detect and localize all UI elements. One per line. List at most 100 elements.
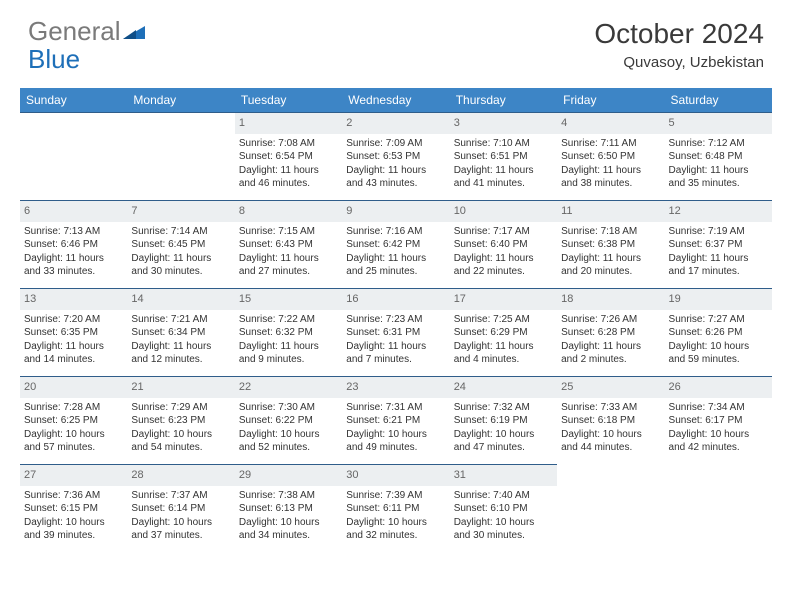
day-cell: 20Sunrise: 7:28 AMSunset: 6:25 PMDayligh…: [20, 376, 127, 464]
daylight-text-2: and 42 minutes.: [669, 441, 768, 455]
sunrise-text: Sunrise: 7:23 AM: [346, 313, 445, 327]
day-number: 26: [665, 376, 772, 398]
day-number: 12: [665, 200, 772, 222]
day-cell: 8Sunrise: 7:15 AMSunset: 6:43 PMDaylight…: [235, 200, 342, 288]
daylight-text-1: Daylight: 10 hours: [561, 428, 660, 442]
sunrise-text: Sunrise: 7:39 AM: [346, 489, 445, 503]
day-cell: 21 Sunrise: 7:29 AMSunset: 6:23 PMDayligh…: [127, 376, 234, 464]
empty-cell: [557, 464, 664, 549]
daylight-text-2: and 14 minutes.: [24, 353, 123, 367]
sunrise-text: Sunrise: 7:34 AM: [669, 401, 768, 415]
calendar-row: 13Sunrise: 7:20 AMSunset: 6:35 PMDayligh…: [20, 288, 772, 376]
weekday-header: Monday: [127, 88, 234, 112]
page-title: October 2024: [594, 18, 764, 50]
sunset-text: Sunset: 6:10 PM: [454, 502, 553, 516]
sunset-text: Sunset: 6:28 PM: [561, 326, 660, 340]
daylight-text-2: and 25 minutes.: [346, 265, 445, 279]
day-number: 7: [127, 200, 234, 222]
sunrise-text: Sunrise: 7:30 AM: [239, 401, 338, 415]
sunrise-text: Sunrise: 7:18 AM: [561, 225, 660, 239]
calendar-head: SundayMondayTuesdayWednesdayThursdayFrid…: [20, 88, 772, 112]
day-number: 21: [127, 376, 234, 398]
sunset-text: Sunset: 6:38 PM: [561, 238, 660, 252]
daylight-text-1: Daylight: 11 hours: [561, 164, 660, 178]
sunrise-text: Sunrise: 7:25 AM: [454, 313, 553, 327]
day-number: 6: [20, 200, 127, 222]
daylight-text-2: and 12 minutes.: [131, 353, 230, 367]
daylight-text-1: Daylight: 11 hours: [131, 252, 230, 266]
sunrise-text: Sunrise: 7:27 AM: [669, 313, 768, 327]
day-number: 22: [235, 376, 342, 398]
daylight-text-2: and 34 minutes.: [239, 529, 338, 543]
sunset-text: Sunset: 6:25 PM: [24, 414, 123, 428]
day-cell: 14Sunrise: 7:21 AMSunset: 6:34 PMDayligh…: [127, 288, 234, 376]
day-number: 19: [665, 288, 772, 310]
day-cell: 22Sunrise: 7:30 AMSunset: 6:22 PMDayligh…: [235, 376, 342, 464]
day-cell: 31Sunrise: 7:40 AMSunset: 6:10 PMDayligh…: [450, 464, 557, 549]
weekday-header: Friday: [557, 88, 664, 112]
empty-cell: [20, 112, 127, 200]
sunset-text: Sunset: 6:46 PM: [24, 238, 123, 252]
sunset-text: Sunset: 6:32 PM: [239, 326, 338, 340]
daylight-text-2: and 7 minutes.: [346, 353, 445, 367]
sunset-text: Sunset: 6:21 PM: [346, 414, 445, 428]
daylight-text-1: Daylight: 10 hours: [239, 428, 338, 442]
day-cell: 9Sunrise: 7:16 AMSunset: 6:42 PMDaylight…: [342, 200, 449, 288]
daylight-text-1: Daylight: 11 hours: [346, 164, 445, 178]
daylight-text-1: Daylight: 11 hours: [239, 164, 338, 178]
sunrise-text: Sunrise: 7:31 AM: [346, 401, 445, 415]
calendar-row: 6Sunrise: 7:13 AMSunset: 6:46 PMDaylight…: [20, 200, 772, 288]
day-cell: 7Sunrise: 7:14 AMSunset: 6:45 PMDaylight…: [127, 200, 234, 288]
daylight-text-1: Daylight: 11 hours: [454, 340, 553, 354]
logo-triangle-icon: [123, 18, 145, 44]
daylight-text-1: Daylight: 11 hours: [346, 252, 445, 266]
sunrise-text: Sunrise: 7:15 AM: [239, 225, 338, 239]
sunrise-text: Sunrise: 7:28 AM: [24, 401, 123, 415]
sunset-text: Sunset: 6:23 PM: [131, 414, 230, 428]
sunrise-text: Sunrise: 7:12 AM: [669, 137, 768, 151]
day-number: 8: [235, 200, 342, 222]
weekday-header: Thursday: [450, 88, 557, 112]
day-cell: 23Sunrise: 7:31 AMSunset: 6:21 PMDayligh…: [342, 376, 449, 464]
daylight-text-2: and 33 minutes.: [24, 265, 123, 279]
day-number: 27: [20, 464, 127, 486]
daylight-text-1: Daylight: 11 hours: [239, 340, 338, 354]
day-cell: 10Sunrise: 7:17 AMSunset: 6:40 PMDayligh…: [450, 200, 557, 288]
day-cell: 15Sunrise: 7:22 AMSunset: 6:32 PMDayligh…: [235, 288, 342, 376]
day-cell: 25Sunrise: 7:33 AMSunset: 6:18 PMDayligh…: [557, 376, 664, 464]
daylight-text-1: Daylight: 11 hours: [131, 340, 230, 354]
logo: GeneralBlue: [28, 18, 145, 72]
weekday-header: Sunday: [20, 88, 127, 112]
calendar-row: 27Sunrise: 7:36 AMSunset: 6:15 PMDayligh…: [20, 464, 772, 549]
sunrise-text: Sunrise: 7:38 AM: [239, 489, 338, 503]
day-cell: 11Sunrise: 7:18 AMSunset: 6:38 PMDayligh…: [557, 200, 664, 288]
daylight-text-2: and 39 minutes.: [24, 529, 123, 543]
sunrise-text: Sunrise: 7:29 AM: [131, 401, 230, 415]
daylight-text-2: and 22 minutes.: [454, 265, 553, 279]
day-number: 4: [557, 112, 664, 134]
sunrise-text: Sunrise: 7:21 AM: [131, 313, 230, 327]
day-number: 18: [557, 288, 664, 310]
day-cell: 1Sunrise: 7:08 AMSunset: 6:54 PMDaylight…: [235, 112, 342, 200]
day-cell: 17Sunrise: 7:25 AMSunset: 6:29 PMDayligh…: [450, 288, 557, 376]
day-cell: 24Sunrise: 7:32 AMSunset: 6:19 PMDayligh…: [450, 376, 557, 464]
daylight-text-2: and 30 minutes.: [131, 265, 230, 279]
day-number: 28: [127, 464, 234, 486]
day-number: 5: [665, 112, 772, 134]
daylight-text-2: and 59 minutes.: [669, 353, 768, 367]
day-number: 23: [342, 376, 449, 398]
sunrise-text: Sunrise: 7:19 AM: [669, 225, 768, 239]
sunrise-text: Sunrise: 7:32 AM: [454, 401, 553, 415]
logo-text-1: General: [28, 16, 121, 46]
daylight-text-1: Daylight: 10 hours: [239, 516, 338, 530]
day-number: 11: [557, 200, 664, 222]
daylight-text-1: Daylight: 10 hours: [454, 516, 553, 530]
header: GeneralBlue October 2024 Quvasoy, Uzbeki…: [0, 0, 792, 78]
day-number: 15: [235, 288, 342, 310]
day-cell: 16Sunrise: 7:23 AMSunset: 6:31 PMDayligh…: [342, 288, 449, 376]
daylight-text-1: Daylight: 11 hours: [239, 252, 338, 266]
daylight-text-1: Daylight: 10 hours: [131, 428, 230, 442]
sunset-text: Sunset: 6:53 PM: [346, 150, 445, 164]
sunset-text: Sunset: 6:35 PM: [24, 326, 123, 340]
sunrise-text: Sunrise: 7:17 AM: [454, 225, 553, 239]
